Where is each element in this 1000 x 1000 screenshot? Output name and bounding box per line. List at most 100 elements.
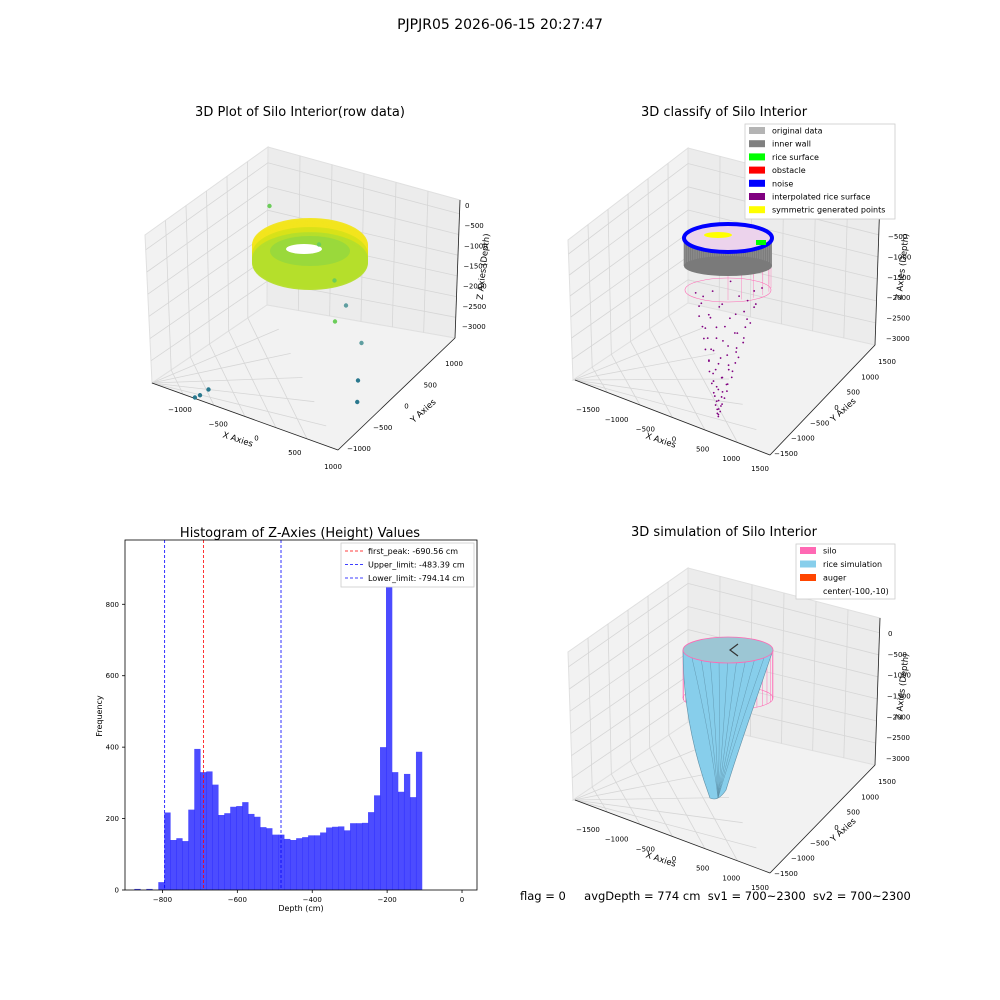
interpolated-point [712,372,714,375]
histogram-bar [236,806,243,890]
x-tick-label: 0 [672,855,676,863]
x-axis-label: X Axies [644,850,677,869]
interpolated-point [717,362,720,365]
noise-point [343,303,349,308]
interpolated-point [724,325,726,328]
legend-label: rice surface [772,153,819,162]
y-tick-label: 0 [115,887,119,895]
x-axis-label: X Axies [221,430,254,449]
interpolated-point [726,383,729,386]
y-tick-label: 500 [847,389,860,397]
interpolated-point [715,337,718,340]
panel-title: 3D Plot of Silo Interior(row data) [195,105,405,120]
histogram-bar [344,830,351,890]
grid-line [647,595,651,749]
histogram-bar [350,823,357,890]
histogram-bar [164,812,171,890]
histogram-bar [224,813,231,890]
y-tick-label: 800 [106,601,119,609]
y-tick-label: 500 [847,809,860,817]
interpolated-point [761,287,763,289]
histogram-bar [386,561,393,890]
histogram-bar [146,888,153,890]
y-axis-label: Y Axies [408,397,439,426]
legend-swatch [749,206,765,214]
histogram-bar [403,773,411,890]
histogram-bar [320,832,327,890]
legend-swatch [800,560,816,568]
histogram-bar [380,747,387,890]
legend-label: center(-100,-10) [823,587,889,596]
legend-label: symmetric generated points [772,206,885,215]
grid-line [206,190,210,345]
interpolated-point [716,408,719,411]
surface-mesh [717,657,765,799]
legend-label: interpolated rice surface [772,193,870,202]
z-tick-label: −3000 [886,335,910,343]
histogram-bar [409,797,417,890]
y-tick-label: −1500 [774,450,798,458]
x-tick-label: 1500 [751,465,769,473]
interpolated-point [727,345,729,347]
z-axis-label: Z Axies (Depth) [895,233,912,300]
grid-line [647,178,651,329]
histogram-bar [296,838,303,890]
interpolated-point [718,305,721,308]
y-axis-line [769,344,876,456]
status-sv2: sv2 = 700~2300 [812,889,911,903]
interpolated-point [707,313,710,316]
z-tick-label: −1500 [887,274,911,282]
z-tick-label: −2500 [886,734,910,742]
surface-mesh [717,657,756,799]
histogram-bar [314,835,321,890]
x-axis-label: Depth (cm) [278,904,323,913]
y-tick-label: −1000 [791,435,815,443]
noise-point [355,399,360,405]
x-tick-label: −1000 [168,406,192,414]
surface-mesh [717,657,720,799]
histogram-bar [188,809,195,890]
z-tick-label: −1000 [887,672,911,680]
histogram-bar [194,748,201,890]
histogram-bar [134,888,141,890]
panel-1: 3D Plot of Silo Interior(row data) −1000 −… [144,105,492,471]
ring-gap [286,244,322,254]
interpolated-point [721,303,724,306]
histogram-bar [254,816,261,890]
y-tick-label: 1500 [878,358,896,366]
interpolated-point [722,339,724,342]
z-tick-label: −1500 [464,263,488,271]
interpolated-point [753,306,756,309]
legend-box [795,543,896,600]
legend-label: noise [772,179,793,188]
legend-label: rice simulation [823,560,882,569]
grid-line [572,279,876,360]
interpolated-point [754,303,757,305]
grid-line [569,606,879,690]
legend-label: inner wall [772,140,811,149]
grid-line [391,182,397,328]
interpolated-point [735,351,738,353]
z-axis-label: Z Axies (Depth) [895,653,912,720]
interpolated-point [746,318,748,321]
grid-line [668,315,738,443]
x-tick-label: 0 [460,896,464,904]
legend-swatch [749,140,765,148]
interpolated-point [712,349,715,352]
x-tick-label: 0 [672,436,676,444]
noise-point [332,319,338,324]
histogram-bar [356,823,363,890]
interpolated-point [735,347,738,349]
histogram-bar [242,802,249,890]
inner-wall-bottom [684,256,772,276]
surface-mesh [717,657,747,799]
interpolated-point [700,302,703,305]
z-tick-label: −2500 [886,315,910,323]
z-tick-label: −1000 [464,242,488,250]
x-axis-line [151,382,339,451]
x-tick-label: 1500 [751,884,769,892]
legend-swatch [749,153,765,161]
interpolated-point [716,412,719,415]
interpolated-point [712,391,715,394]
grid-line [185,205,191,358]
